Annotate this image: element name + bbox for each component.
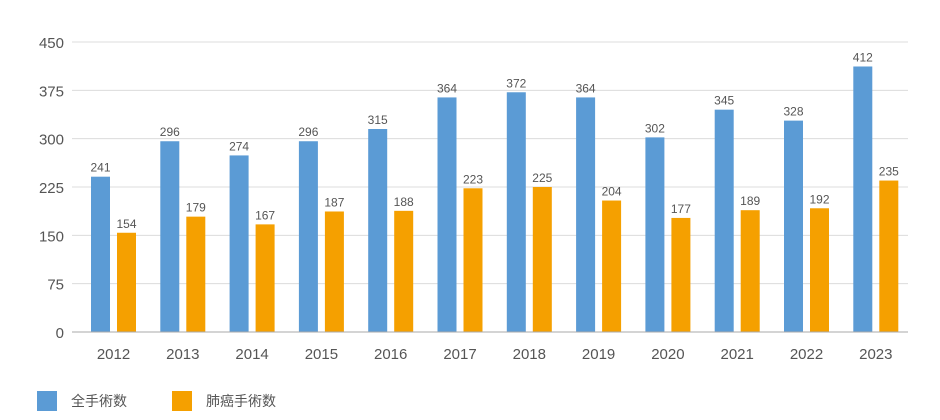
data-label: 412 [853,50,873,64]
bar-total [784,120,803,332]
x-tick-label: 2022 [790,346,823,363]
bar-total [576,97,596,332]
bar-lung [532,187,552,332]
data-label: 188 [394,195,414,209]
bar-lung [879,180,899,332]
bar-lung [186,216,206,332]
data-label: 302 [645,121,665,135]
data-label: 189 [740,194,760,208]
bar-total [298,141,318,332]
data-label: 372 [506,76,526,90]
x-tick-label: 2015 [305,346,338,363]
bar-total [368,129,388,332]
y-tick-label: 225 [39,180,64,197]
bar-total [160,141,180,332]
x-tick-label: 2017 [443,346,476,363]
data-label: 223 [463,172,483,186]
legend-item-total: 全手術数 [37,391,127,411]
x-tick-label: 2016 [374,346,407,363]
x-tick-label: 2020 [651,346,684,363]
x-tick-label: 2019 [582,346,615,363]
y-tick-label: 375 [39,83,64,100]
bar-lung [463,188,483,332]
data-label: 204 [602,185,622,199]
bar-lung [810,208,829,332]
data-label: 345 [714,94,734,108]
bar-lung [671,217,691,332]
data-label: 192 [809,192,829,206]
x-tick-label: 2021 [721,346,754,363]
data-label: 177 [671,202,691,216]
data-label: 315 [368,113,388,127]
y-tick-label: 300 [39,132,64,149]
data-label: 235 [879,165,899,179]
bar-lung [394,210,414,332]
data-label: 296 [160,125,180,139]
bar-lung [255,224,275,332]
data-label: 187 [324,195,344,209]
bar-lung [602,200,622,332]
y-tick-label: 75 [47,277,64,294]
y-tick-label: 0 [56,325,64,342]
x-tick-label: 2013 [166,346,199,363]
bar-total [506,92,526,333]
bar-lung [324,211,344,332]
x-tick-label: 2023 [859,346,892,363]
x-tick-label: 2018 [513,346,546,363]
data-label: 225 [532,171,552,185]
bar-chart: 0 75 150 225 300 375 450 2012 241 154 2013 296 179 20… [39,35,908,363]
bar-total [645,137,665,332]
bar-total [91,176,110,332]
legend-swatch-total [37,391,57,411]
legend-label-total: 全手術数 [71,393,127,409]
bar-total [853,66,873,332]
data-label: 167 [255,208,275,222]
data-label: 241 [90,161,110,175]
data-label: 296 [298,125,318,139]
x-tick-label: 2012 [97,346,130,363]
x-tick-label: 2014 [235,346,268,363]
legend-item-lung: 肺癌手術数 [172,391,276,411]
data-label: 328 [783,105,803,119]
data-label: 364 [576,81,596,95]
data-label: 179 [186,201,206,215]
bar-total [437,97,457,332]
legend-label-lung: 肺癌手術数 [206,393,276,409]
bar-total [714,109,734,333]
legend: 全手術数 肺癌手術数 [37,391,321,411]
y-tick-label: 150 [39,228,64,245]
bar-lung [117,232,136,332]
y-tick-label: 450 [39,35,64,52]
data-label: 364 [437,81,457,95]
legend-swatch-lung [172,391,192,411]
data-label: 274 [229,139,249,153]
bar-lung [740,210,760,332]
data-label: 154 [116,217,136,231]
bar-total [229,155,249,332]
